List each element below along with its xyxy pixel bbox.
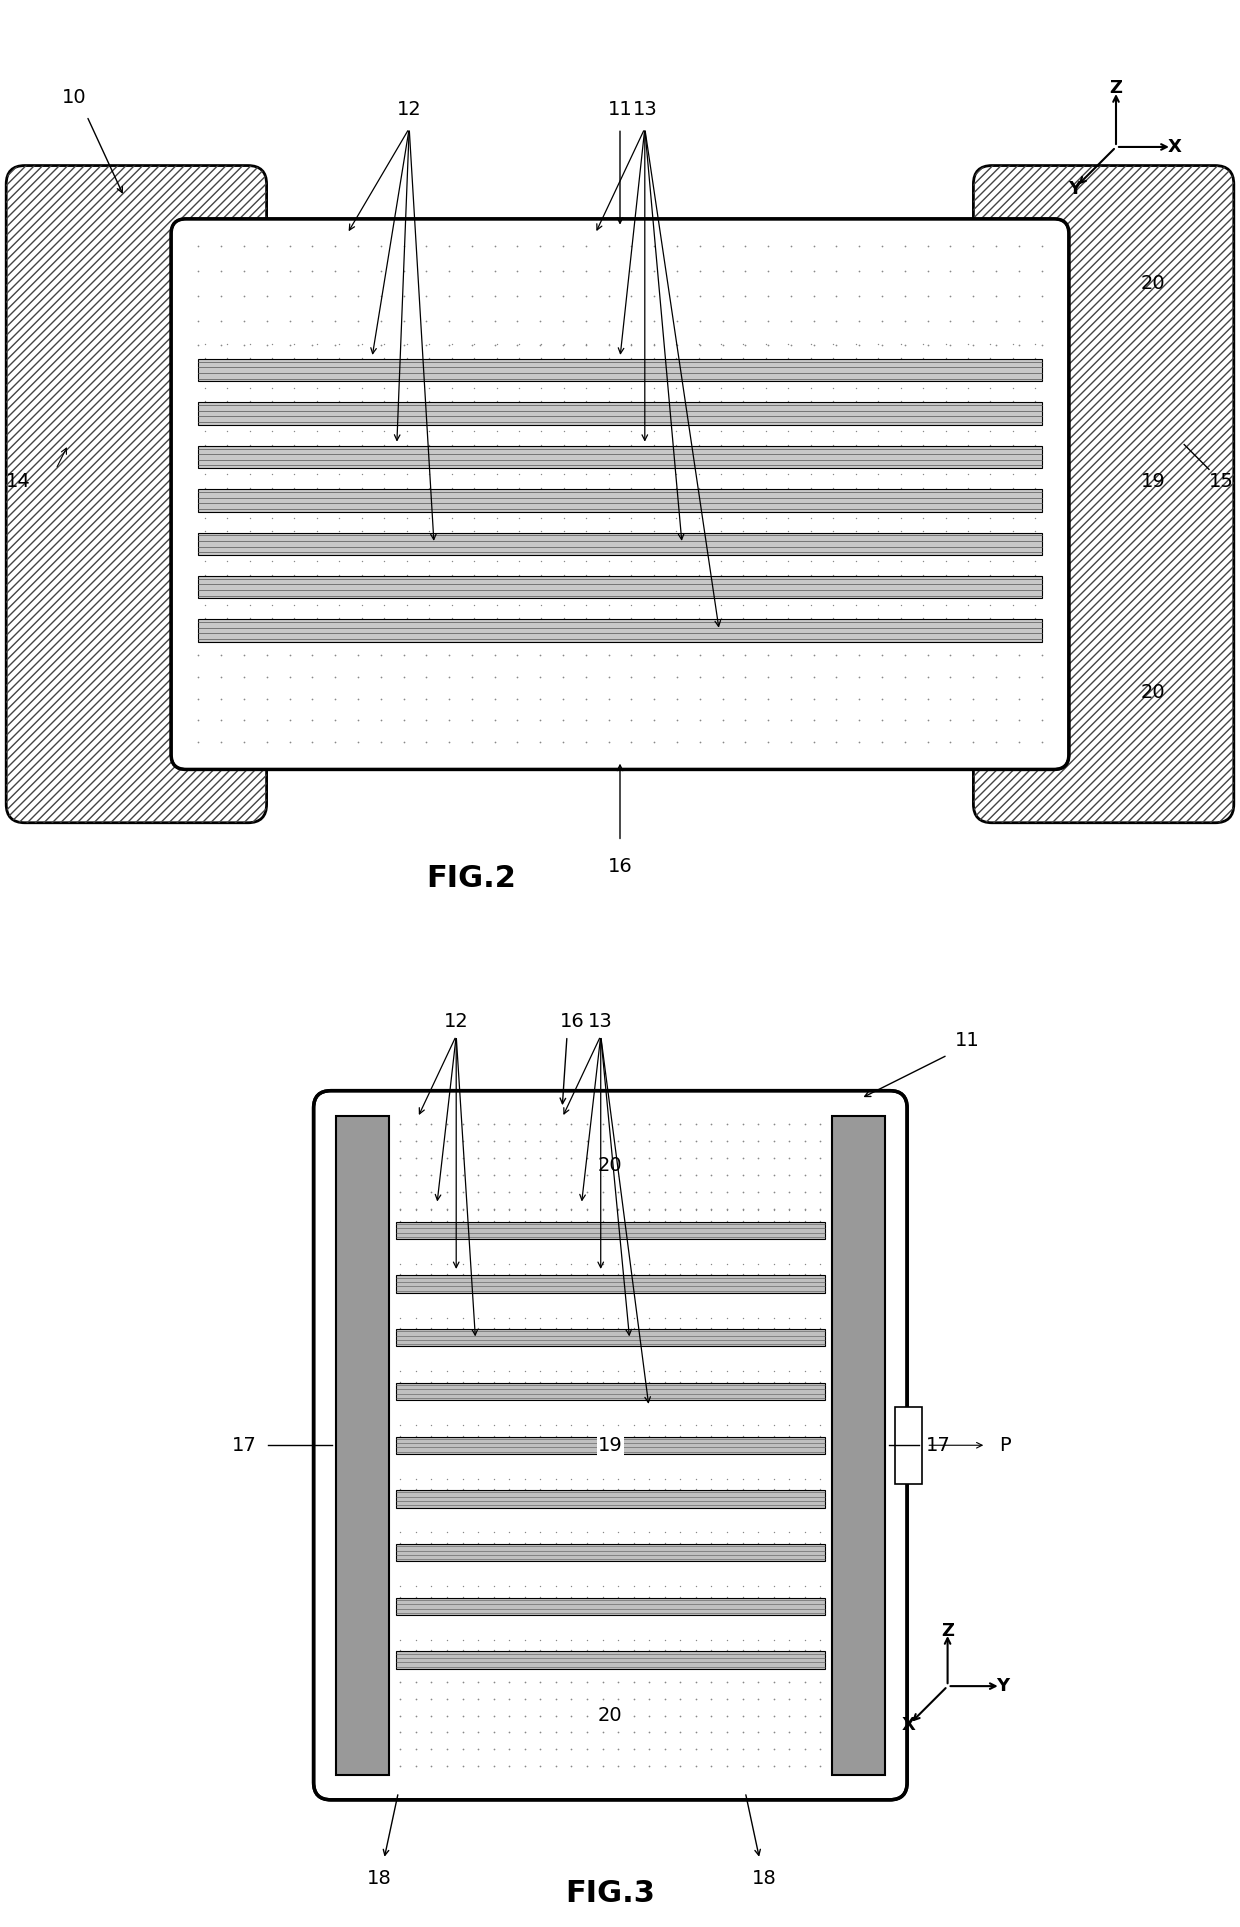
Bar xyxy=(396,1438,826,1453)
Text: 10: 10 xyxy=(62,89,87,106)
Text: 15: 15 xyxy=(1209,472,1234,491)
Text: 12: 12 xyxy=(397,100,422,119)
Text: Y: Y xyxy=(997,1676,1009,1696)
Text: P: P xyxy=(999,1436,1011,1455)
Text: 20: 20 xyxy=(1141,274,1166,293)
Text: 20: 20 xyxy=(598,1156,622,1175)
Text: 18: 18 xyxy=(367,1869,392,1888)
Bar xyxy=(396,1330,826,1347)
Text: 13: 13 xyxy=(632,100,657,119)
Bar xyxy=(198,576,1042,597)
Bar xyxy=(198,358,1042,382)
Text: 12: 12 xyxy=(444,1012,469,1031)
Text: 14: 14 xyxy=(6,472,31,491)
Text: 11: 11 xyxy=(608,100,632,119)
Text: 11: 11 xyxy=(955,1031,980,1050)
Text: 19: 19 xyxy=(598,1436,622,1455)
Bar xyxy=(396,1651,826,1669)
Text: 17: 17 xyxy=(232,1436,257,1455)
Text: 20: 20 xyxy=(598,1705,622,1725)
Text: FIG.2: FIG.2 xyxy=(427,863,516,892)
Bar xyxy=(396,1222,826,1239)
Text: X: X xyxy=(901,1717,915,1734)
Bar xyxy=(198,532,1042,555)
Bar xyxy=(396,1384,826,1401)
FancyBboxPatch shape xyxy=(6,166,267,823)
Bar xyxy=(396,1597,826,1615)
Bar xyxy=(894,1407,921,1484)
Text: Z: Z xyxy=(1110,79,1122,96)
Bar xyxy=(336,1116,389,1775)
Text: Y: Y xyxy=(1068,179,1081,198)
FancyBboxPatch shape xyxy=(314,1091,908,1800)
Bar xyxy=(198,489,1042,511)
Text: 16: 16 xyxy=(608,858,632,875)
Bar xyxy=(396,1490,826,1507)
Bar xyxy=(832,1116,885,1775)
Bar xyxy=(396,1276,826,1293)
Text: FIG.3: FIG.3 xyxy=(565,1879,655,1908)
Text: 16: 16 xyxy=(559,1012,584,1031)
Text: Z: Z xyxy=(941,1623,954,1640)
Text: 17: 17 xyxy=(925,1436,950,1455)
Text: X: X xyxy=(1168,139,1182,156)
Bar xyxy=(198,445,1042,468)
Bar xyxy=(396,1544,826,1561)
FancyBboxPatch shape xyxy=(171,220,1069,769)
FancyBboxPatch shape xyxy=(973,166,1234,823)
Bar xyxy=(198,619,1042,642)
Text: 18: 18 xyxy=(753,1869,777,1888)
Bar xyxy=(198,403,1042,424)
Text: 20: 20 xyxy=(1141,682,1166,701)
Text: 19: 19 xyxy=(1141,472,1166,491)
Text: 13: 13 xyxy=(588,1012,613,1031)
